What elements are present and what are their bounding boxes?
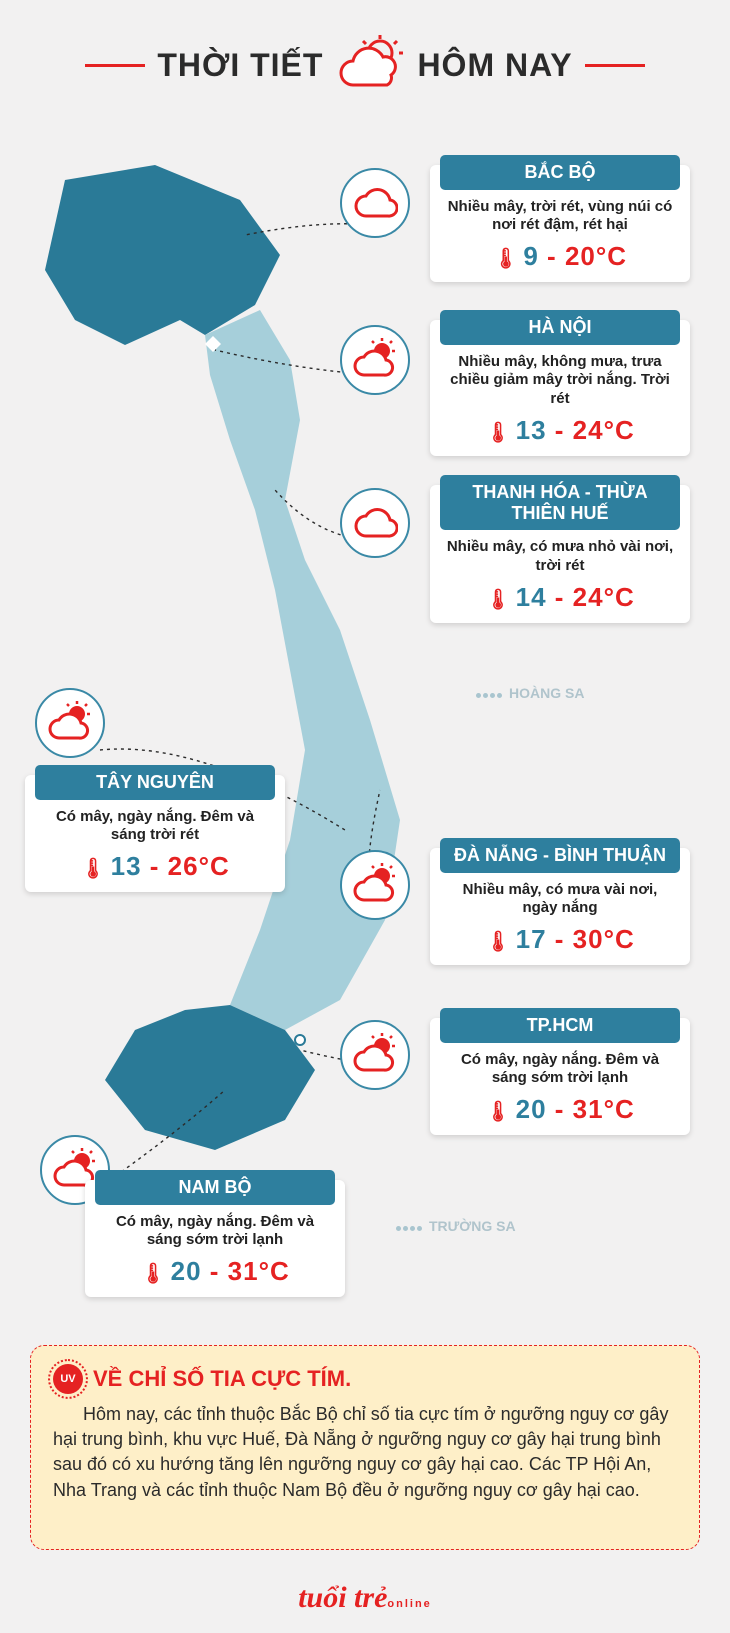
region-title: TÂY NGUYÊN <box>35 765 275 800</box>
temp-low: 17 <box>516 924 547 954</box>
thermometer-icon: 🌡 <box>485 1101 511 1123</box>
uv-index-box: UV VỀ CHỈ SỐ TIA CỰC TÍM. Hôm nay, các t… <box>30 1345 700 1550</box>
thermometer-icon: 🌡 <box>80 858 106 880</box>
region-desc: Có mây, ngày nắng. Đêm và sáng sớm trời … <box>99 1213 331 1251</box>
weather-badge-hanoi <box>340 325 410 395</box>
temp-high: 31°C <box>573 1094 635 1124</box>
region-card-thhue: THANH HÓA - THỪA THIÊN HUẾNhiều mây, có … <box>430 485 690 623</box>
region-title: NAM BỘ <box>95 1170 335 1205</box>
weather-badge-danang <box>340 850 410 920</box>
island-hoangsa: HOÀNG SA <box>475 685 584 701</box>
temp-high: 24°C <box>573 415 635 445</box>
region-temp: 🌡9 - 20°C <box>444 241 676 272</box>
header-line-right <box>585 64 645 67</box>
temp-high: 20°C <box>565 241 627 271</box>
region-title: TP.HCM <box>440 1008 680 1043</box>
region-desc: Nhiều mây, có mưa vài nơi, ngày nắng <box>444 881 676 919</box>
thermometer-icon: 🌡 <box>485 589 511 611</box>
region-card-hcm: TP.HCMCó mây, ngày nắng. Đêm và sáng sớm… <box>430 1018 690 1135</box>
temp-low: 20 <box>516 1094 547 1124</box>
weather-badge-bacbo <box>340 168 410 238</box>
thermometer-icon: 🌡 <box>140 1263 166 1285</box>
temp-high: 26°C <box>168 851 230 881</box>
region-card-danang: ĐÀ NẴNG - BÌNH THUẬNNhiều mây, có mưa và… <box>430 848 690 965</box>
region-temp: 🌡17 - 30°C <box>444 924 676 955</box>
temp-low: 14 <box>516 582 547 612</box>
weather-badge-thhue <box>340 488 410 558</box>
temp-low: 9 <box>523 241 538 271</box>
source-logo: tuổi trẻonline <box>0 1581 730 1615</box>
uv-badge-icon: UV <box>53 1364 83 1394</box>
region-temp: 🌡13 - 26°C <box>39 851 271 882</box>
weather-badge-taynguyen <box>35 688 105 758</box>
header-text-right: HÔM NAY <box>417 47 572 84</box>
temp-high: 30°C <box>573 924 635 954</box>
temp-high: 24°C <box>573 582 635 612</box>
header: THỜI TIẾT HÔM NAY <box>0 35 730 96</box>
temp-low: 20 <box>171 1256 202 1286</box>
region-desc: Có mây, ngày nắng. Đêm và sáng trời rét <box>39 808 271 846</box>
region-desc: Có mây, ngày nắng. Đêm và sáng sớm trời … <box>444 1051 676 1089</box>
region-title: BẮC BỘ <box>440 155 680 190</box>
island-truongsa: TRƯỜNG SA <box>395 1218 516 1234</box>
uv-title: VỀ CHỈ SỐ TIA CỰC TÍM. <box>93 1366 351 1392</box>
temp-low: 13 <box>516 415 547 445</box>
svg-text:★: ★ <box>207 336 220 352</box>
region-card-taynguyen: TÂY NGUYÊNCó mây, ngày nắng. Đêm và sáng… <box>25 775 285 892</box>
uv-body-text: Hôm nay, các tỉnh thuộc Bắc Bộ chỉ số ti… <box>53 1402 677 1503</box>
region-temp: 🌡13 - 24°C <box>444 415 676 446</box>
thermometer-icon: 🌡 <box>493 248 519 270</box>
region-title: THANH HÓA - THỪA THIÊN HUẾ <box>440 475 680 530</box>
region-card-bacbo: BẮC BỘNhiều mây, trời rét, vùng núi có n… <box>430 165 690 282</box>
region-temp: 🌡14 - 24°C <box>444 582 676 613</box>
region-card-nambo: NAM BỘCó mây, ngày nắng. Đêm và sáng sớm… <box>85 1180 345 1297</box>
region-temp: 🌡20 - 31°C <box>99 1256 331 1287</box>
region-desc: Nhiều mây, trời rét, vùng núi có nơi rét… <box>444 198 676 236</box>
region-temp: 🌡20 - 31°C <box>444 1094 676 1125</box>
region-title: HÀ NỘI <box>440 310 680 345</box>
thermometer-icon: 🌡 <box>485 931 511 953</box>
temp-low: 13 <box>111 851 142 881</box>
region-desc: Nhiều mây, không mưa, trưa chiều giảm mâ… <box>444 353 676 409</box>
temp-high: 31°C <box>228 1256 290 1286</box>
region-card-hanoi: HÀ NỘINhiều mây, không mưa, trưa chiều g… <box>430 320 690 456</box>
header-line-left <box>85 64 145 67</box>
region-title: ĐÀ NẴNG - BÌNH THUẬN <box>440 838 680 873</box>
region-desc: Nhiều mây, có mưa nhỏ vài nơi, trời rét <box>444 538 676 576</box>
weather-icon <box>335 35 405 96</box>
weather-badge-hcm <box>340 1020 410 1090</box>
thermometer-icon: 🌡 <box>485 422 511 444</box>
header-text-left: THỜI TIẾT <box>157 47 323 84</box>
